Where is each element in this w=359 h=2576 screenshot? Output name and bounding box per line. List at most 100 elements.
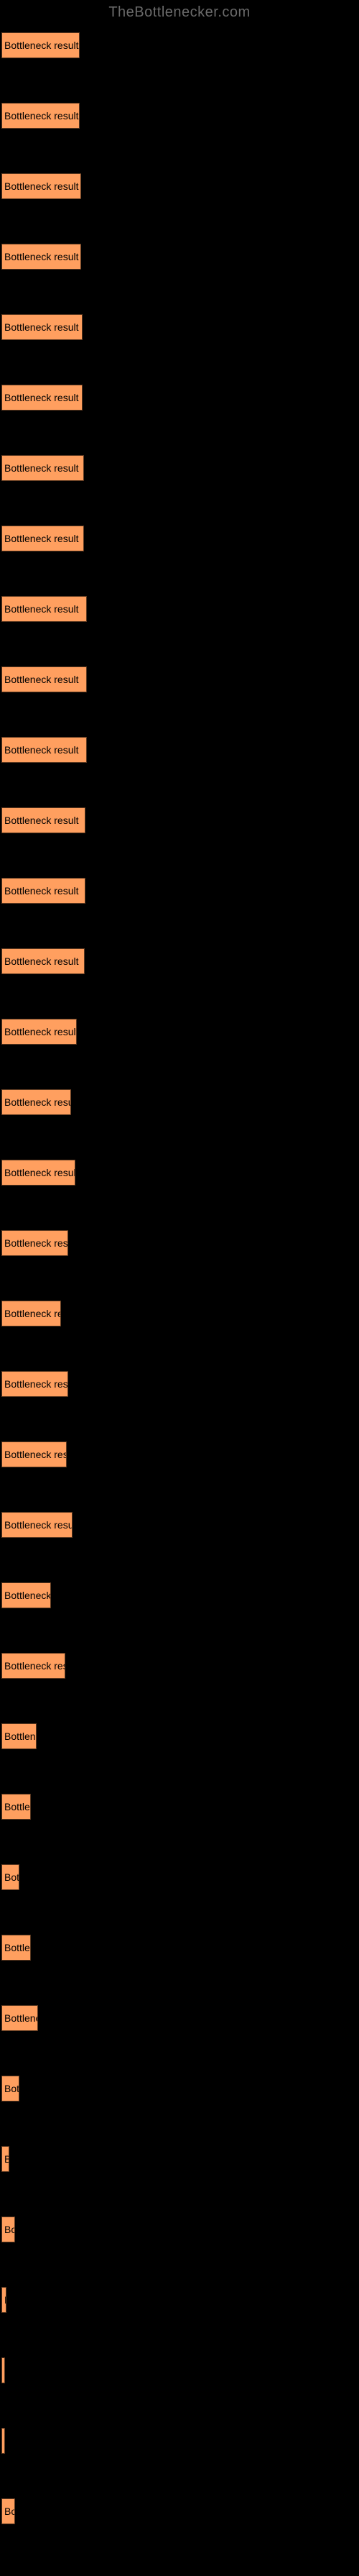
bar: Bottleneck result [1,1935,31,1961]
bar: Bottleneck result [1,32,80,58]
bar: Bottleneck result [1,2076,19,2101]
bar-row: Bottleneck result [1,807,359,833]
bar: Bottleneck result [1,1582,51,1608]
bar: Bottleneck result [1,1512,73,1538]
bar-label: Bottleneck result [4,1167,75,1178]
bar: Bottleneck result [1,455,84,481]
bar: Bottleneck result [1,2146,9,2172]
bar-label: Bottleneck result [4,1660,65,1672]
bar-row: Bottleneck result [1,103,359,129]
bar: Bottleneck result [1,1019,77,1045]
bar-label: Bottleneck result [4,815,79,826]
bar-label: Bottleneck result [4,2506,15,2517]
bar: Bottleneck result [1,385,83,411]
bar: Bottleneck result [1,103,80,129]
bar-label: Bottleneck result [4,674,79,685]
bar-label: Bottleneck result [4,533,79,544]
bar-row: Bottleneck result [1,1794,359,1820]
bar-label: Bottleneck result [4,2294,6,2306]
bar-row: Bottleneck result [1,1160,359,1186]
bar-label: Bottleneck result [4,1801,31,1812]
header: TheBottlenecker.com [0,0,359,25]
bar: Bottleneck result [1,596,87,622]
bar-label: Bottleneck result [4,1519,73,1531]
bar-label: Bottleneck result [4,462,79,474]
bar [1,2428,5,2454]
bar-label: Bottleneck result [4,1308,61,1319]
bar-label: Bottleneck result [4,744,79,756]
bar: Bottleneck result [1,1160,75,1186]
bar-chart: Bottleneck result Bottleneck result Bottle… [0,25,359,2576]
bar-row: Bottleneck result [1,1089,359,1115]
bar-row: Bottleneck result [1,1653,359,1679]
bar: Bottleneck result [1,948,85,974]
bar-row: Bottleneck result [1,385,359,411]
bar-row: Bottleneck result [1,2287,359,2313]
bar-label: Bottleneck result [4,885,79,897]
bar: Bottleneck result [1,1230,68,1256]
bar-row: Bottleneck result [1,878,359,904]
bar-label: Bottleneck result [4,2083,19,2094]
bar-row: Bottleneck result [1,2217,359,2242]
bar-row: Bottleneck result [1,1864,359,1890]
bar-label: Bottleneck result [4,1449,67,1460]
site-title: TheBottlenecker.com [108,4,250,20]
bar: Bottleneck result [1,737,87,763]
bar-row: Bottleneck result [1,737,359,763]
bar-label: Bottleneck result [4,1096,71,1108]
bar-row: Bottleneck result [1,948,359,974]
bar-label: Bottleneck result [4,2012,38,2024]
bar: Bottleneck result [1,314,83,340]
bar-label: Bottleneck result [4,40,79,51]
bar: Bottleneck result [1,1441,67,1467]
bar-row [1,2428,359,2454]
bar-row: Bottleneck result [1,1723,359,1749]
bar: Bottleneck result [1,173,81,199]
bar-row: Bottleneck result [1,1019,359,1045]
bar-row: Bottleneck result [1,666,359,692]
bar: Bottleneck result [1,1371,68,1397]
bar: Bottleneck result [1,1301,61,1326]
bar-row: Bottleneck result [1,1512,359,1538]
bar-row: Bottleneck result [1,2498,359,2524]
bar-label: Bottleneck result [4,1237,68,1249]
bar-label: Bottleneck result [4,1731,37,1742]
bar-row: Bottleneck result [1,596,359,622]
bar: Bottleneck result [1,807,85,833]
bar: Bottleneck result [1,1089,71,1115]
bar-row: Bottleneck result [1,1301,359,1326]
bar-label: Bottleneck result [4,2224,15,2235]
bar: Bottleneck result [1,2287,6,2313]
bar-row: Bottleneck result [1,1230,359,1256]
bar-row: Bottleneck result [1,2357,359,2383]
bar-row: Bottleneck result [1,455,359,481]
bar-row: Bottleneck result [1,1441,359,1467]
bar: Bottleneck result [1,666,87,692]
bar-row: Bottleneck result [1,526,359,551]
bar-label: Bottleneck result [4,392,79,403]
bar: Bottleneck result [1,1723,37,1749]
bar-label: Bottleneck result [4,321,79,333]
bar-row: Bottleneck result [1,2076,359,2101]
bar-row: Bottleneck result [1,173,359,199]
bar: Bottleneck result [1,1653,65,1679]
bar-row: Bottleneck result [1,2005,359,2031]
bar-label: Bottleneck result [4,955,79,967]
bar-row: Bottleneck result [1,1935,359,1961]
bar: Bottleneck result [1,878,85,904]
bar-label: Bottleneck result [4,1378,68,1390]
bar: Bottleneck result [1,244,81,270]
bar: Bottleneck result [1,2357,5,2383]
bar-row: Bottleneck result [1,1371,359,1397]
bar-label: Bottleneck result [4,1026,77,1037]
bar-label: Bottleneck result [4,2153,9,2165]
bar-label: Bottleneck result [4,603,79,615]
bar-label: Bottleneck result [4,180,79,192]
bar-row: Bottleneck result [1,2146,359,2172]
bar: Bottleneck result [1,526,84,551]
bar-label: Bottleneck result [4,1871,19,1883]
bar: Bottleneck result [1,1864,19,1890]
bar-row: Bottleneck result [1,32,359,58]
bar-row: Bottleneck result [1,314,359,340]
bar: Bottleneck result [1,2498,15,2524]
